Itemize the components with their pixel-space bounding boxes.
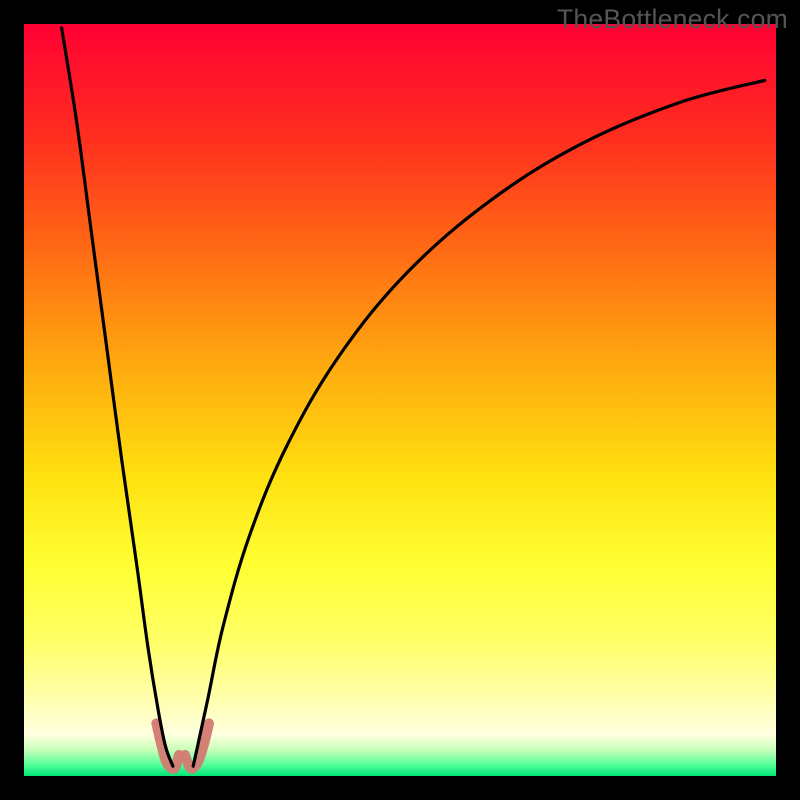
chart-gradient-background bbox=[24, 24, 776, 776]
bottleneck-chart bbox=[0, 0, 800, 800]
watermark-source-label: TheBottleneck.com bbox=[557, 4, 788, 35]
